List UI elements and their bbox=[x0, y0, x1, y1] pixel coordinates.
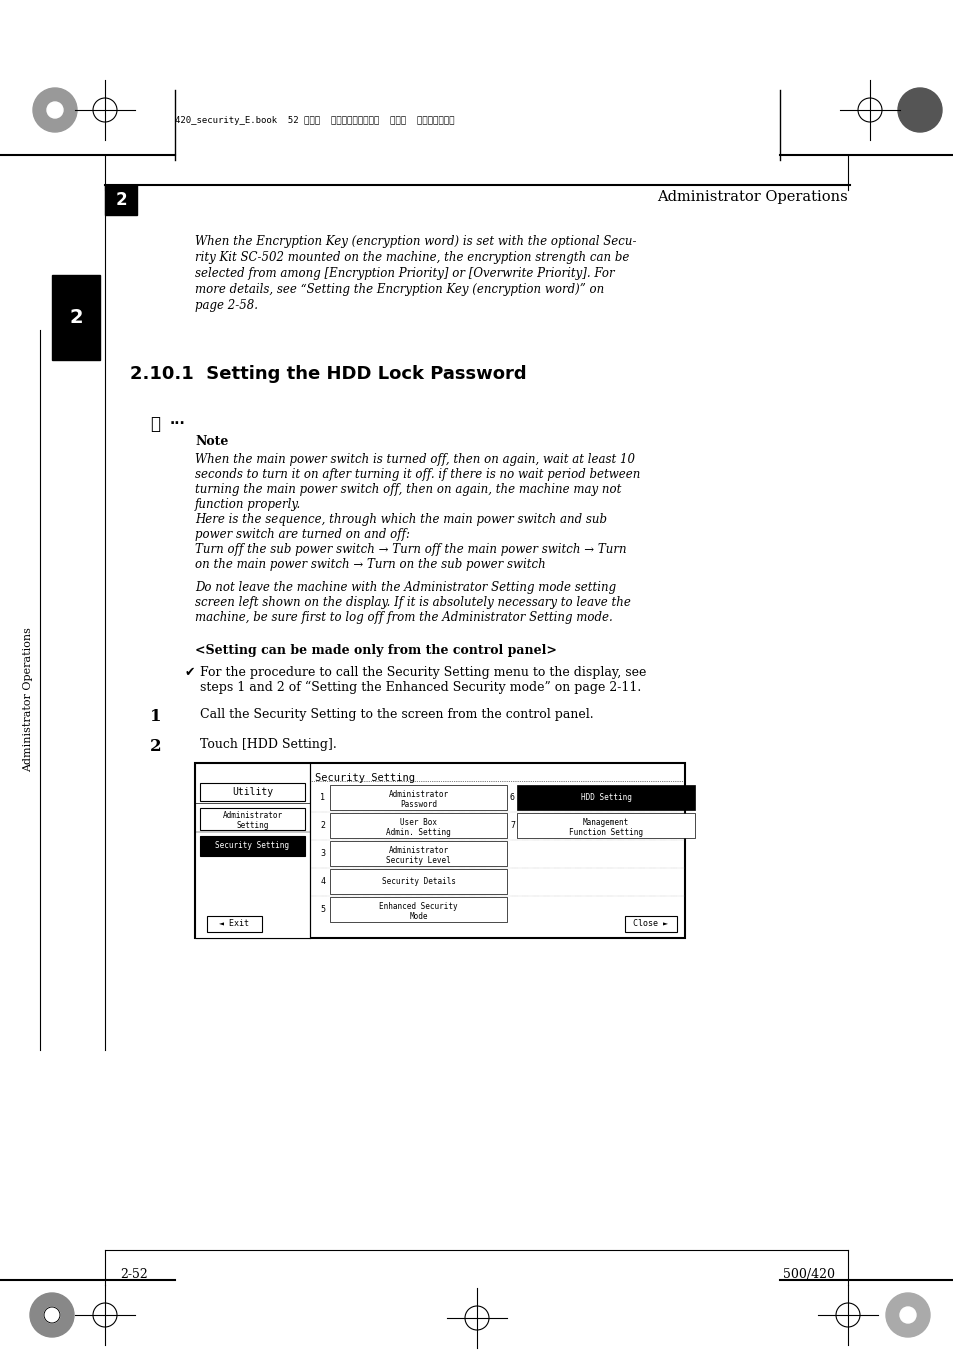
Text: rity Kit SC-502 mounted on the machine, the encryption strength can be: rity Kit SC-502 mounted on the machine, … bbox=[194, 251, 629, 265]
Text: User Box: User Box bbox=[400, 818, 436, 828]
Text: 📎: 📎 bbox=[150, 414, 160, 433]
Text: 2: 2 bbox=[150, 738, 161, 755]
Bar bbox=[105, 185, 137, 215]
Text: Admin. Setting: Admin. Setting bbox=[386, 828, 451, 837]
Text: Function Setting: Function Setting bbox=[569, 828, 642, 837]
Text: Security Details: Security Details bbox=[381, 878, 456, 886]
Text: 420_security_E.book  52 ページ  ２００７年３月７日  水曜日  午後３時１５分: 420_security_E.book 52 ページ ２００７年３月７日 水曜日… bbox=[174, 116, 454, 126]
Text: Utility: Utility bbox=[232, 787, 273, 796]
Text: Management: Management bbox=[582, 818, 629, 828]
Circle shape bbox=[885, 1293, 929, 1336]
Text: Note: Note bbox=[194, 435, 228, 448]
Text: Here is the sequence, through which the main power switch and sub: Here is the sequence, through which the … bbox=[194, 513, 606, 526]
Text: on the main power switch → Turn on the sub power switch: on the main power switch → Turn on the s… bbox=[194, 558, 545, 571]
Bar bbox=[52, 275, 100, 360]
Text: When the main power switch is turned off, then on again, wait at least 10: When the main power switch is turned off… bbox=[194, 454, 635, 466]
Bar bbox=[194, 763, 310, 938]
Text: page 2-58.: page 2-58. bbox=[194, 298, 257, 312]
Text: 4: 4 bbox=[320, 878, 325, 886]
Text: Mode: Mode bbox=[409, 913, 428, 921]
Bar bbox=[194, 763, 684, 938]
Text: more details, see “Setting the Encryption Key (encryption word)” on: more details, see “Setting the Encryptio… bbox=[194, 284, 603, 296]
Bar bbox=[517, 784, 695, 810]
Text: Administrator: Administrator bbox=[388, 790, 448, 799]
Bar bbox=[200, 809, 305, 830]
Text: 2: 2 bbox=[70, 308, 83, 327]
Text: ...: ... bbox=[170, 413, 186, 427]
Text: Call the Security Setting to the screen from the control panel.: Call the Security Setting to the screen … bbox=[200, 707, 593, 721]
Bar bbox=[330, 784, 507, 810]
Text: Do not leave the machine with the Administrator Setting mode setting: Do not leave the machine with the Admini… bbox=[194, 580, 616, 594]
Text: 2: 2 bbox=[115, 190, 127, 209]
Text: 2: 2 bbox=[320, 821, 325, 830]
Text: 500/420: 500/420 bbox=[782, 1268, 834, 1281]
Text: <Setting can be made only from the control panel>: <Setting can be made only from the contr… bbox=[194, 644, 557, 657]
Text: When the Encryption Key (encryption word) is set with the optional Secu-: When the Encryption Key (encryption word… bbox=[194, 235, 636, 248]
Bar bbox=[330, 813, 507, 838]
Text: 7: 7 bbox=[510, 821, 515, 830]
Text: Security Level: Security Level bbox=[386, 856, 451, 865]
Bar bbox=[517, 813, 695, 838]
Circle shape bbox=[899, 1307, 915, 1323]
Text: Administrator Operations: Administrator Operations bbox=[657, 190, 847, 204]
Text: Administrator Operations: Administrator Operations bbox=[23, 628, 33, 772]
Text: machine, be sure first to log off from the Administrator Setting mode.: machine, be sure first to log off from t… bbox=[194, 612, 612, 624]
Bar bbox=[624, 917, 677, 932]
Text: selected from among [Encryption Priority] or [Overwrite Priority]. For: selected from among [Encryption Priority… bbox=[194, 267, 614, 279]
Text: Password: Password bbox=[400, 801, 436, 809]
Circle shape bbox=[44, 1307, 60, 1323]
Text: 1: 1 bbox=[150, 707, 161, 725]
Text: ◄ Exit: ◄ Exit bbox=[219, 919, 249, 929]
Text: Setting: Setting bbox=[236, 821, 269, 829]
Text: Administrator: Administrator bbox=[222, 811, 282, 821]
Text: seconds to turn it on after turning it off. if there is no wait period between: seconds to turn it on after turning it o… bbox=[194, 468, 639, 481]
Text: Enhanced Security: Enhanced Security bbox=[379, 902, 457, 911]
Text: 2.10.1  Setting the HDD Lock Password: 2.10.1 Setting the HDD Lock Password bbox=[130, 364, 526, 383]
Text: ✔: ✔ bbox=[185, 666, 195, 679]
Bar bbox=[200, 783, 305, 801]
Text: function properly.: function properly. bbox=[194, 498, 301, 512]
Text: For the procedure to call the Security Setting menu to the display, see: For the procedure to call the Security S… bbox=[200, 666, 646, 679]
Bar bbox=[330, 869, 507, 894]
Text: Security Setting: Security Setting bbox=[314, 774, 415, 783]
Text: steps 1 and 2 of “Setting the Enhanced Security mode” on page 2-11.: steps 1 and 2 of “Setting the Enhanced S… bbox=[200, 680, 640, 694]
Text: 6: 6 bbox=[510, 792, 515, 802]
Circle shape bbox=[47, 103, 63, 117]
Text: Administrator: Administrator bbox=[388, 846, 448, 855]
Bar bbox=[330, 896, 507, 922]
Circle shape bbox=[897, 88, 941, 132]
Text: 2-52: 2-52 bbox=[120, 1268, 148, 1281]
Text: 3: 3 bbox=[320, 849, 325, 859]
Bar bbox=[207, 917, 262, 932]
Text: Turn off the sub power switch → Turn off the main power switch → Turn: Turn off the sub power switch → Turn off… bbox=[194, 543, 626, 556]
Bar bbox=[330, 841, 507, 865]
Text: Touch [HDD Setting].: Touch [HDD Setting]. bbox=[200, 738, 336, 751]
Circle shape bbox=[33, 88, 77, 132]
Bar bbox=[200, 836, 305, 856]
Text: turning the main power switch off, then on again, the machine may not: turning the main power switch off, then … bbox=[194, 483, 620, 495]
Text: power switch are turned on and off:: power switch are turned on and off: bbox=[194, 528, 410, 541]
Text: screen left shown on the display. If it is absolutely necessary to leave the: screen left shown on the display. If it … bbox=[194, 595, 630, 609]
Circle shape bbox=[30, 1293, 74, 1336]
Text: HDD Setting: HDD Setting bbox=[580, 792, 631, 802]
Text: 1: 1 bbox=[320, 792, 325, 802]
Text: Close ►: Close ► bbox=[633, 919, 668, 929]
Text: Security Setting: Security Setting bbox=[215, 841, 289, 850]
Text: 5: 5 bbox=[320, 904, 325, 914]
